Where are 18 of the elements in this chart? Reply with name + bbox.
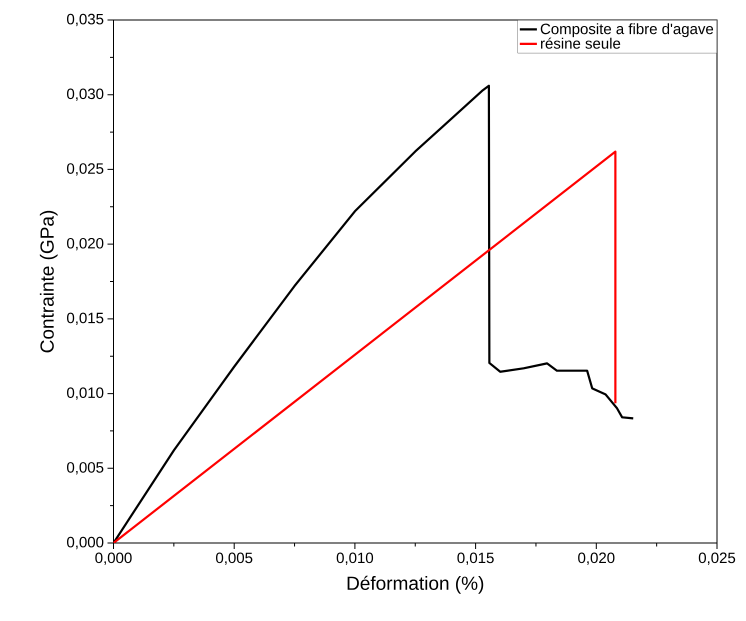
x-tick-label: 0,005 bbox=[216, 552, 252, 565]
y-axis-title: Contrainte (GPa) bbox=[40, 210, 58, 352]
y-tick-label: 0,000 bbox=[67, 536, 104, 550]
legend-label: Composite a fibre d'agave bbox=[540, 23, 714, 38]
legend-label: résine seule bbox=[540, 38, 620, 49]
x-tick-label: 0,010 bbox=[336, 552, 374, 565]
y-tick-label: 0,035 bbox=[67, 14, 104, 26]
y-tick-label: 0,010 bbox=[67, 387, 104, 400]
x-axis-title: Déformation (%) bbox=[348, 576, 484, 594]
y-tick-label: 0,025 bbox=[67, 163, 104, 176]
x-tick-label: 0,025 bbox=[698, 552, 736, 565]
y-tick-label: 0,020 bbox=[67, 238, 104, 250]
y-tick-label: 0,015 bbox=[67, 312, 104, 326]
x-tick-label: 0,015 bbox=[457, 552, 494, 565]
x-tick-label: 0,000 bbox=[95, 552, 132, 565]
y-tick-label: 0,030 bbox=[67, 88, 104, 101]
y-tick-label: 0,005 bbox=[67, 462, 104, 474]
x-tick-label: 0,020 bbox=[578, 552, 614, 565]
